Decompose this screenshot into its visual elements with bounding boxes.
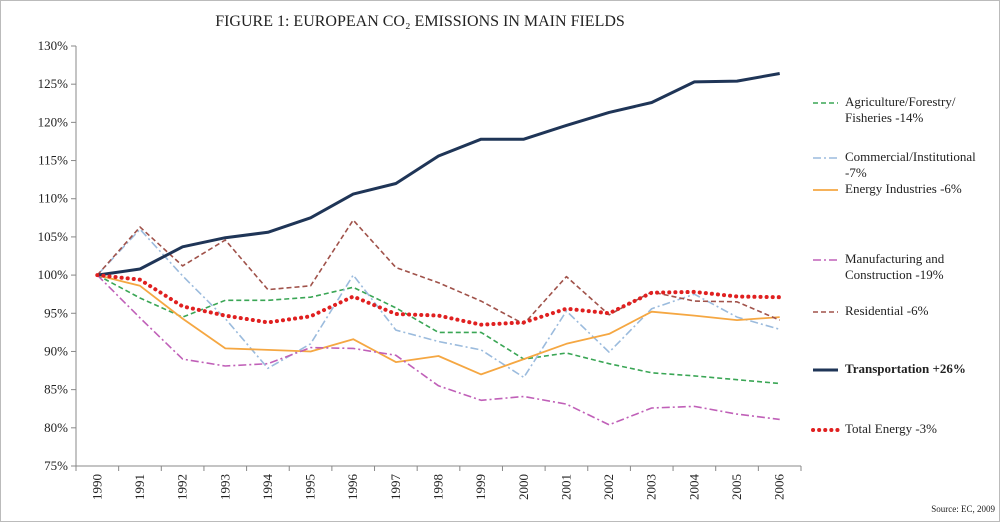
series-line xyxy=(97,274,780,376)
y-tick-label: 90% xyxy=(44,343,68,358)
x-tick-label: 1995 xyxy=(303,474,318,500)
y-tick-label: 95% xyxy=(44,305,68,320)
legend-label: Agriculture/Forestry/ Fisheries -14% xyxy=(845,94,956,125)
y-tick-label: 100% xyxy=(38,267,69,282)
y-tick-label: 130% xyxy=(38,38,69,53)
legend-label: Commercial/Institutional -7% xyxy=(845,149,976,180)
legend-label: Residential -6% xyxy=(845,303,929,318)
series-line xyxy=(96,274,780,426)
x-tick-label: 2002 xyxy=(601,474,616,500)
y-tick-label: 105% xyxy=(38,229,69,244)
series-line xyxy=(96,228,780,379)
legend-label: Manufacturing and Construction -19% xyxy=(845,251,945,282)
source-note: Source: EC, 2009 xyxy=(931,504,995,514)
y-tick-label: 120% xyxy=(38,114,69,129)
x-tick-label: 2001 xyxy=(558,474,573,500)
y-tick-label: 85% xyxy=(44,382,68,397)
x-tick-label: 2005 xyxy=(729,474,744,500)
x-tick-label: 2006 xyxy=(772,474,787,501)
x-tick-label: 1993 xyxy=(217,474,232,500)
x-tick-label: 1999 xyxy=(473,474,488,500)
x-tick-label: 1994 xyxy=(260,474,275,501)
y-tick-label: 125% xyxy=(38,76,69,91)
x-tick-label: 1991 xyxy=(132,474,147,500)
x-tick-label: 1998 xyxy=(431,474,446,500)
x-tick-label: 2004 xyxy=(686,474,701,501)
series-line xyxy=(96,219,781,325)
series-line xyxy=(96,274,780,385)
y-tick-label: 115% xyxy=(38,153,68,168)
x-tick-label: 1996 xyxy=(345,474,360,501)
series-line xyxy=(97,72,780,277)
legend-label: Total Energy -3% xyxy=(845,421,937,436)
legend-label: Energy Industries -6% xyxy=(845,181,962,196)
y-tick-label: 110% xyxy=(38,191,68,206)
y-tick-label: 75% xyxy=(44,458,68,473)
chart-title: FIGURE 1: EUROPEAN CO₂ EMISSIONS IN MAIN… xyxy=(215,13,625,30)
x-tick-label: 1990 xyxy=(89,474,104,500)
y-tick-label: 80% xyxy=(44,420,68,435)
series-line xyxy=(95,273,782,327)
x-tick-label: 1997 xyxy=(388,474,403,501)
legend-label: Transportation +26% xyxy=(845,361,966,376)
x-tick-label: 2003 xyxy=(644,474,659,500)
x-tick-label: 1992 xyxy=(175,474,190,500)
x-tick-label: 2000 xyxy=(516,474,531,500)
